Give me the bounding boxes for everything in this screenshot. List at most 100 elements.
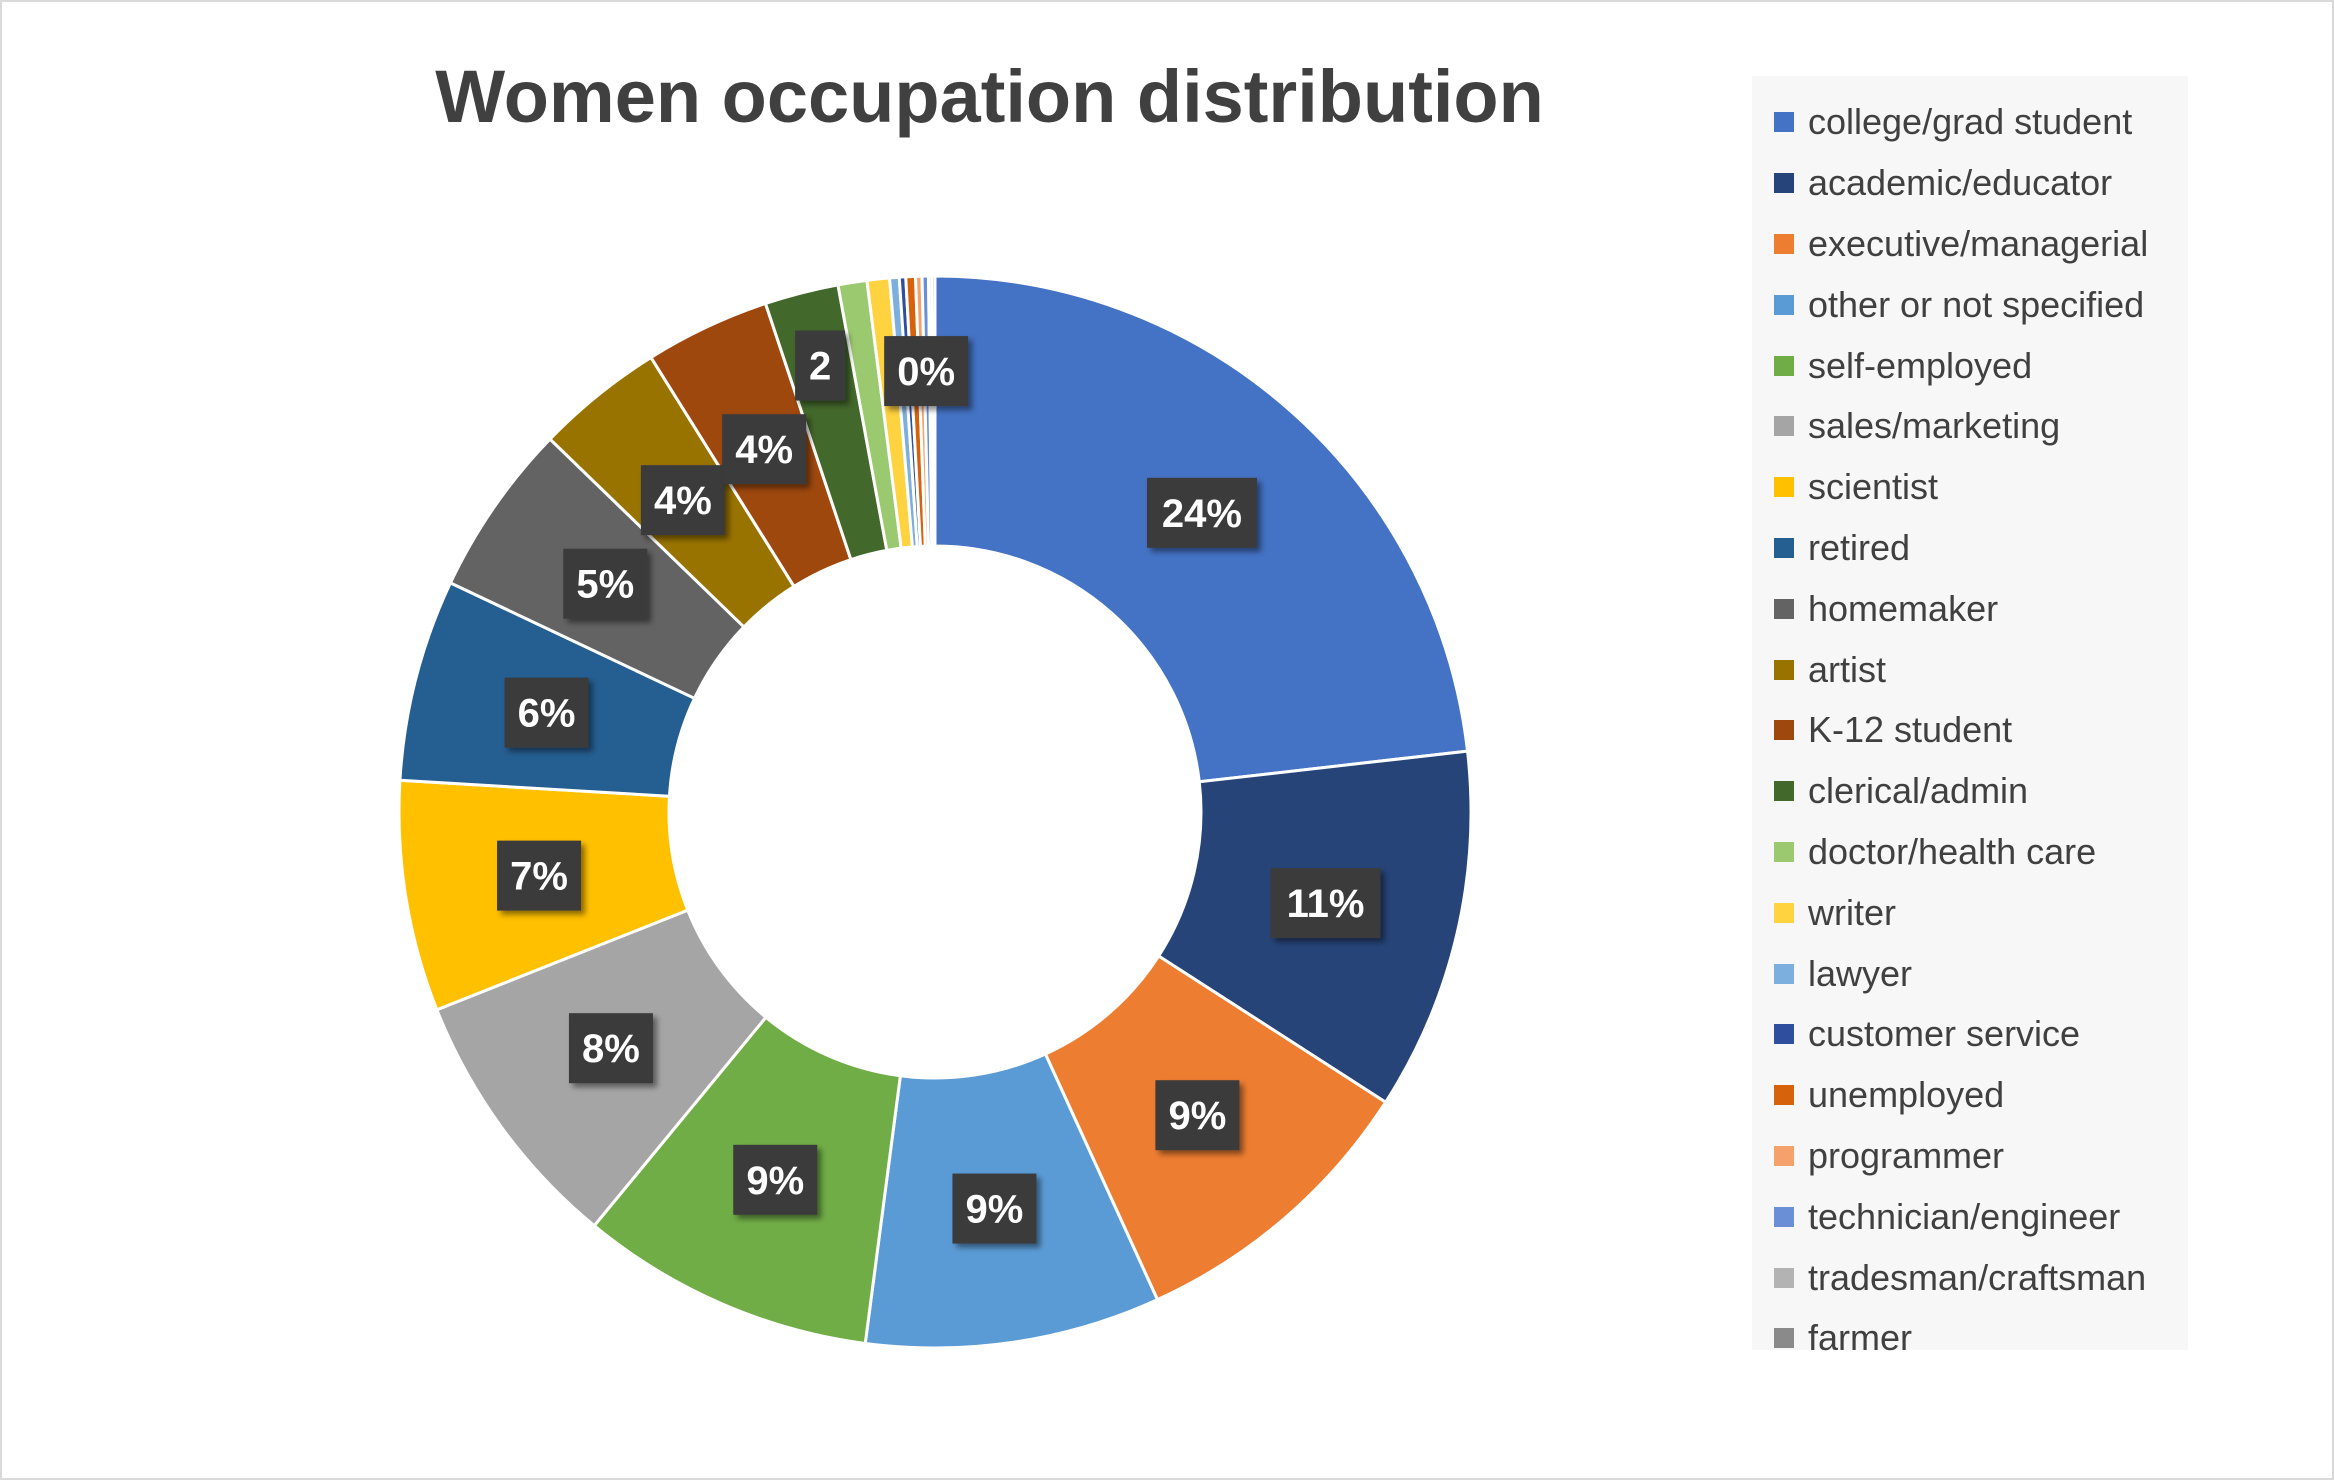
data-label-text: 9%: [746, 1159, 804, 1203]
legend-swatch: [1774, 902, 1794, 923]
data-label-box: [795, 330, 846, 401]
legend-item: lawyer: [1752, 943, 2188, 1004]
legend-swatch: [1774, 355, 1794, 376]
legend-label: farmer: [1808, 1317, 1913, 1359]
legend-item: doctor/health care: [1752, 822, 2188, 883]
data-label: 7%: [497, 840, 582, 911]
legend-item: sales/marketing: [1752, 396, 2188, 457]
legend-item: artist: [1752, 639, 2188, 700]
data-label-box: [504, 677, 589, 748]
data-label-box: [884, 336, 969, 407]
legend-label: other or not specified: [1808, 283, 2145, 325]
legend-label: homemaker: [1808, 587, 1999, 629]
legend-swatch: [1774, 841, 1794, 862]
legend-item: programmer: [1752, 1126, 2188, 1187]
data-label: 24%: [1146, 477, 1257, 548]
data-label-text: 5%: [576, 563, 634, 607]
legend-label: executive/managerial: [1808, 222, 2149, 264]
legend-item: customer service: [1752, 1004, 2188, 1065]
data-label-box: [568, 1013, 653, 1084]
legend-swatch: [1774, 477, 1794, 498]
legend-item: college/grad student: [1752, 92, 2188, 153]
legend-item: retired: [1752, 518, 2188, 579]
data-label: 6%: [504, 677, 589, 748]
legend-item: executive/managerial: [1752, 214, 2188, 275]
legend-label: college/grad student: [1808, 101, 2133, 143]
data-label-text: 6%: [518, 692, 576, 736]
data-label: 9%: [733, 1144, 818, 1215]
legend: college/grad student academic/educator exe…: [1752, 76, 2188, 1358]
legend-label: sales/marketing: [1808, 405, 2061, 447]
data-label-text: 4%: [654, 479, 712, 523]
data-label-text: 4%: [735, 428, 793, 472]
legend-label: doctor/health care: [1808, 830, 2097, 872]
data-label-text: 0%: [897, 350, 955, 394]
data-label-box: [497, 840, 582, 911]
data-label: 9%: [952, 1173, 1037, 1244]
donut-chart: 24% 11% 9% 9% 9% 8% 7% 6% 5% 4% 4% 2 0%: [397, 274, 1473, 1350]
data-label-text: 9%: [1168, 1094, 1226, 1138]
slice-farmer: [930, 274, 937, 548]
legend-label: self-employed: [1808, 344, 2033, 386]
chart-title: Women occupation distribution: [435, 55, 1544, 138]
legend-swatch: [1774, 233, 1794, 254]
legend-item: writer: [1752, 882, 2188, 943]
data-label-text: 24%: [1162, 492, 1242, 536]
legend-swatch: [1774, 537, 1794, 558]
data-label: 9%: [1155, 1080, 1240, 1151]
data-label: 4%: [640, 465, 725, 536]
legend-swatch: [1774, 1024, 1794, 1045]
legend-label: scientist: [1808, 466, 1939, 508]
legend-label: technician/engineer: [1808, 1195, 2121, 1237]
legend-swatch: [1774, 112, 1794, 133]
data-label-box: [952, 1173, 1037, 1244]
data-label-box: [1155, 1080, 1240, 1151]
legend-item: clerical/admin: [1752, 761, 2188, 822]
legend-label: unemployed: [1808, 1074, 2005, 1116]
data-label-box: [640, 465, 725, 536]
data-label: 2: [795, 330, 846, 401]
legend-swatch: [1774, 598, 1794, 619]
data-label-text: 11%: [1287, 882, 1365, 926]
data-label-box: [563, 548, 648, 619]
legend-swatch: [1774, 720, 1794, 741]
legend-item: tradesman/craftsman: [1752, 1247, 2188, 1308]
legend-label: lawyer: [1808, 952, 1913, 994]
legend-swatch: [1774, 1206, 1794, 1227]
data-label-text: 8%: [582, 1027, 640, 1071]
legend-swatch: [1774, 963, 1794, 984]
legend-swatch: [1774, 416, 1794, 437]
legend-swatch: [1774, 1267, 1794, 1288]
legend-item: other or not specified: [1752, 274, 2188, 335]
data-label-box: [722, 414, 807, 485]
legend-item: unemployed: [1752, 1065, 2188, 1126]
legend-swatch: [1774, 294, 1794, 315]
data-label-text: 7%: [510, 855, 568, 899]
legend-item: farmer: [1752, 1308, 2188, 1369]
legend-label: artist: [1808, 648, 1887, 690]
legend-item: scientist: [1752, 457, 2188, 518]
legend-label: tradesman/craftsman: [1808, 1256, 2147, 1298]
legend-item: technician/engineer: [1752, 1186, 2188, 1247]
legend-item: self-employed: [1752, 335, 2188, 396]
data-label-box: [733, 1144, 818, 1215]
legend-label: writer: [1808, 891, 1896, 933]
data-label: 0%: [884, 336, 969, 407]
legend-label: retired: [1808, 526, 1911, 568]
legend-label: programmer: [1808, 1134, 2005, 1176]
data-label: 5%: [563, 548, 648, 619]
data-label: 11%: [1270, 868, 1381, 939]
data-label-text: 2: [809, 345, 831, 389]
data-label-box: [1146, 477, 1257, 548]
data-label: 8%: [568, 1013, 653, 1084]
legend-label: clerical/admin: [1808, 770, 2029, 812]
legend-swatch: [1774, 1145, 1794, 1166]
data-label-box: [1270, 868, 1381, 939]
legend-label: academic/educator: [1808, 162, 2113, 204]
legend-label: K-12 student: [1808, 709, 2013, 751]
legend-item: academic/educator: [1752, 153, 2188, 214]
legend-item: K-12 student: [1752, 700, 2188, 761]
legend-item: homemaker: [1752, 578, 2188, 639]
legend-swatch: [1774, 1085, 1794, 1106]
